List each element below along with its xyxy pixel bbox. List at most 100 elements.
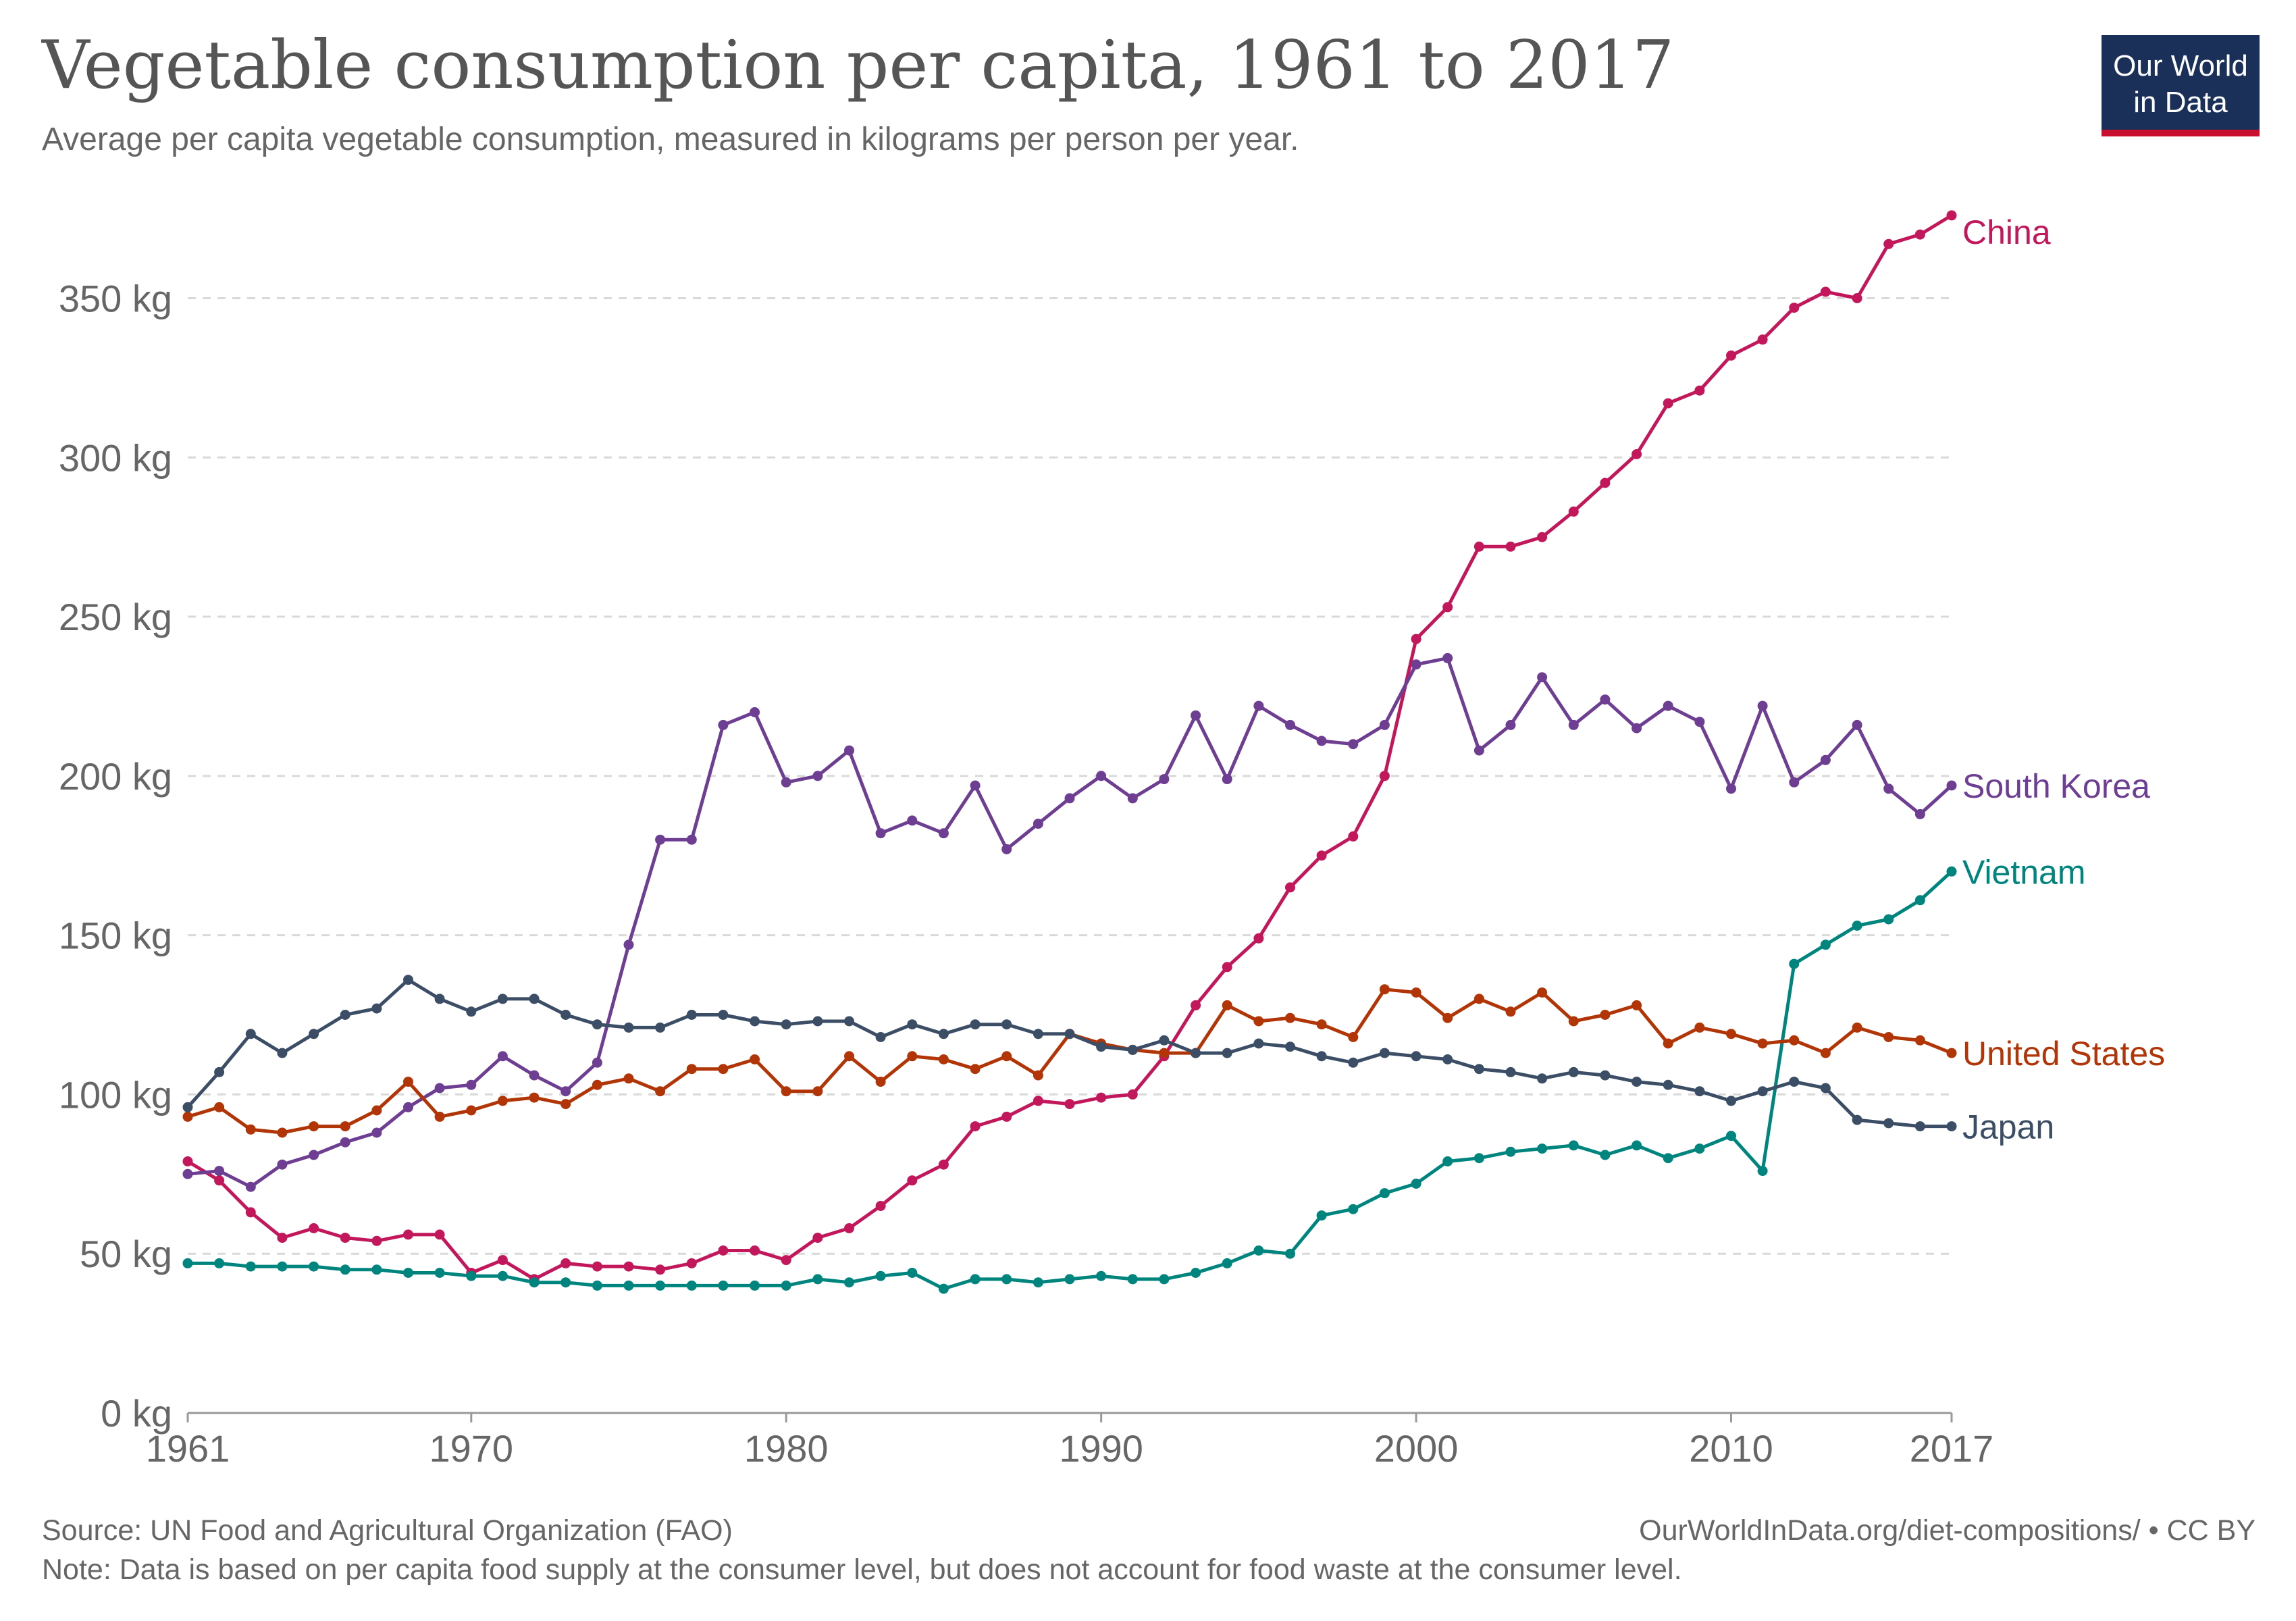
data-point-japan[interactable] — [844, 1016, 854, 1027]
data-point-vietnam[interactable] — [970, 1274, 981, 1285]
series-china[interactable] — [182, 210, 1957, 1285]
data-point-vietnam[interactable] — [1316, 1210, 1327, 1221]
data-point-south-korea[interactable] — [655, 834, 666, 845]
data-point-china[interactable] — [1883, 238, 1894, 249]
data-point-china[interactable] — [1442, 602, 1453, 613]
data-point-south-korea[interactable] — [1820, 754, 1831, 765]
data-point-united-states[interactable] — [1568, 1016, 1579, 1027]
data-point-south-korea[interactable] — [182, 1168, 193, 1179]
data-point-united-states[interactable] — [1348, 1032, 1359, 1042]
series-japan[interactable] — [182, 975, 1957, 1132]
data-point-china[interactable] — [403, 1229, 413, 1240]
data-point-japan[interactable] — [1411, 1051, 1421, 1062]
data-point-vietnam[interactable] — [1033, 1277, 1043, 1288]
data-point-united-states[interactable] — [340, 1121, 350, 1132]
data-point-south-korea[interactable] — [1033, 819, 1043, 829]
data-point-china[interactable] — [1694, 385, 1705, 396]
data-point-vietnam[interactable] — [781, 1280, 791, 1291]
data-point-vietnam[interactable] — [340, 1264, 350, 1275]
data-point-south-korea[interactable] — [970, 780, 981, 791]
data-point-china[interactable] — [340, 1233, 350, 1243]
data-point-china[interactable] — [812, 1233, 823, 1243]
data-point-japan[interactable] — [1442, 1054, 1453, 1064]
data-point-south-korea[interactable] — [1537, 672, 1548, 683]
data-point-china[interactable] — [1852, 293, 1862, 303]
series-label-vietnam[interactable]: Vietnam — [1962, 853, 2086, 891]
data-point-japan[interactable] — [497, 994, 508, 1004]
data-point-japan[interactable] — [1757, 1086, 1768, 1097]
data-point-japan[interactable] — [655, 1022, 666, 1033]
data-point-vietnam[interactable] — [1348, 1204, 1359, 1214]
data-point-south-korea[interactable] — [781, 777, 791, 788]
data-point-japan[interactable] — [1222, 1048, 1232, 1058]
data-point-united-states[interactable] — [781, 1086, 791, 1097]
data-point-south-korea[interactable] — [718, 719, 729, 730]
data-point-china[interactable] — [1726, 350, 1736, 361]
data-point-south-korea[interactable] — [1285, 719, 1295, 730]
data-point-japan[interactable] — [1820, 1083, 1831, 1093]
data-point-japan[interactable] — [1568, 1066, 1579, 1077]
data-point-china[interactable] — [592, 1261, 602, 1272]
data-point-vietnam[interactable] — [245, 1261, 256, 1272]
data-point-china[interactable] — [1632, 449, 1642, 459]
data-point-vietnam[interactable] — [1127, 1274, 1138, 1285]
data-point-united-states[interactable] — [1473, 994, 1484, 1004]
data-point-vietnam[interactable] — [1726, 1131, 1736, 1141]
data-point-united-states[interactable] — [1033, 1070, 1043, 1081]
data-point-japan[interactable] — [466, 1006, 477, 1017]
data-point-vietnam[interactable] — [434, 1268, 445, 1278]
data-point-japan[interactable] — [750, 1016, 760, 1027]
data-point-vietnam[interactable] — [1757, 1166, 1768, 1177]
data-point-south-korea[interactable] — [1632, 723, 1642, 734]
data-point-china[interactable] — [1316, 850, 1327, 861]
data-point-china[interactable] — [1033, 1096, 1043, 1106]
data-point-south-korea[interactable] — [529, 1070, 540, 1081]
data-point-south-korea[interactable] — [560, 1086, 571, 1097]
data-point-south-korea[interactable] — [403, 1102, 413, 1112]
data-point-united-states[interactable] — [1820, 1048, 1831, 1058]
data-point-vietnam[interactable] — [1820, 940, 1831, 950]
data-point-vietnam[interactable] — [1663, 1153, 1673, 1164]
data-point-china[interactable] — [497, 1255, 508, 1266]
data-point-south-korea[interactable] — [214, 1166, 225, 1177]
data-point-china[interactable] — [214, 1175, 225, 1186]
data-point-south-korea[interactable] — [1001, 844, 1012, 854]
series-south-korea[interactable] — [182, 652, 1957, 1192]
data-point-south-korea[interactable] — [1789, 777, 1800, 788]
data-point-vietnam[interactable] — [592, 1280, 602, 1291]
data-point-south-korea[interactable] — [1222, 774, 1232, 785]
data-point-south-korea[interactable] — [1159, 774, 1170, 785]
data-point-south-korea[interactable] — [1127, 793, 1138, 804]
data-point-japan[interactable] — [434, 994, 445, 1004]
data-point-united-states[interactable] — [875, 1077, 886, 1087]
data-point-vietnam[interactable] — [371, 1264, 382, 1275]
series-vietnam[interactable] — [182, 866, 1957, 1294]
data-point-japan[interactable] — [1694, 1086, 1705, 1097]
data-point-japan[interactable] — [560, 1010, 571, 1020]
data-point-vietnam[interactable] — [1694, 1143, 1705, 1154]
data-point-japan[interactable] — [1505, 1066, 1516, 1077]
data-point-japan[interactable] — [214, 1066, 225, 1077]
data-point-japan[interactable] — [371, 1003, 382, 1014]
data-point-vietnam[interactable] — [497, 1270, 508, 1281]
data-point-china[interactable] — [1568, 506, 1579, 517]
data-point-china[interactable] — [1505, 541, 1516, 552]
data-point-japan[interactable] — [686, 1010, 697, 1020]
data-point-south-korea[interactable] — [1568, 719, 1579, 730]
data-point-japan[interactable] — [1096, 1041, 1107, 1052]
data-point-united-states[interactable] — [245, 1124, 256, 1135]
data-point-vietnam[interactable] — [875, 1270, 886, 1281]
license-link[interactable]: OurWorldInData.org/diet-compositions/ • … — [1639, 1514, 2255, 1547]
data-point-vietnam[interactable] — [938, 1283, 949, 1294]
data-point-china[interactable] — [1946, 210, 1957, 221]
data-point-south-korea[interactable] — [907, 815, 918, 826]
data-point-japan[interactable] — [718, 1010, 729, 1020]
data-point-united-states[interactable] — [1285, 1012, 1295, 1023]
data-point-china[interactable] — [718, 1245, 729, 1256]
data-point-united-states[interactable] — [1663, 1038, 1673, 1049]
data-point-japan[interactable] — [1348, 1057, 1359, 1068]
data-point-united-states[interactable] — [1411, 987, 1421, 998]
data-point-united-states[interactable] — [434, 1111, 445, 1122]
data-point-vietnam[interactable] — [907, 1268, 918, 1278]
data-point-china[interactable] — [182, 1156, 193, 1166]
